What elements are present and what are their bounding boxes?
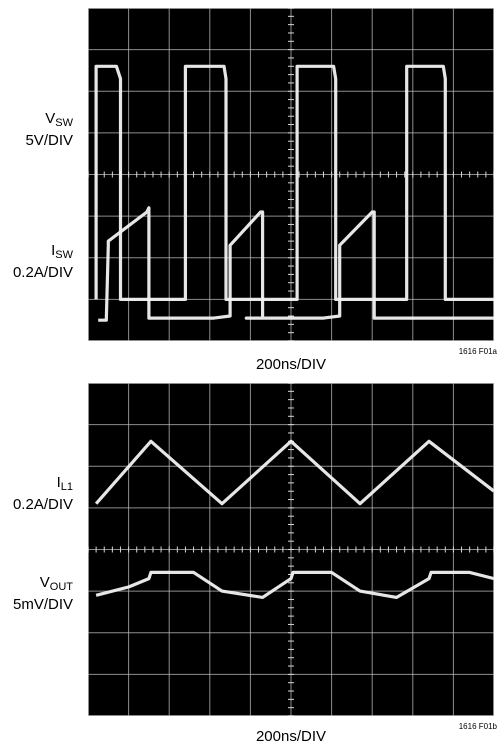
timebase-label-1: 200ns/DIV bbox=[255, 356, 327, 373]
trace-subscript: OUT bbox=[49, 581, 73, 593]
scope-plot-1 bbox=[88, 8, 494, 341]
timebase-label-2: 200ns/DIV bbox=[255, 728, 327, 745]
trace-label-isw: ISW 0.2A/DIV bbox=[13, 242, 73, 282]
trace-line-1 bbox=[94, 439, 494, 506]
trace-symbol: V bbox=[45, 110, 56, 127]
trace-line-1 bbox=[94, 64, 494, 301]
figure-id-2: 1616 F01b bbox=[458, 722, 497, 731]
trace-scale: 5mV/DIV bbox=[12, 596, 73, 613]
trace-line-2 bbox=[95, 570, 494, 599]
trace-label-il1: IL1 0.2A/DIV bbox=[13, 474, 73, 514]
graticule bbox=[88, 383, 494, 716]
trace-scale: 0.2A/DIV bbox=[12, 496, 73, 513]
figure-id-1: 1616 F01a bbox=[458, 347, 497, 356]
trace-scale: 0.2A/DIV bbox=[12, 264, 73, 281]
oscilloscope-screen-2 bbox=[88, 383, 494, 716]
trace-symbol: V bbox=[39, 574, 50, 591]
trace-label-vout: VOUT 5mV/DIV bbox=[13, 574, 73, 614]
trace-label-vsw: VSW 5V/DIV bbox=[25, 110, 73, 150]
graticule bbox=[88, 8, 494, 341]
scope-plot-2 bbox=[88, 383, 494, 716]
trace-subscript: L1 bbox=[60, 481, 73, 493]
trace-symbol: I bbox=[51, 242, 56, 259]
trace-line-2 bbox=[98, 206, 494, 322]
trace-symbol: I bbox=[56, 474, 61, 491]
trace-scale: 5V/DIV bbox=[25, 132, 73, 149]
trace-subscript: SW bbox=[55, 117, 73, 129]
trace-subscript: SW bbox=[55, 249, 73, 261]
oscilloscope-screen-1 bbox=[88, 8, 494, 341]
